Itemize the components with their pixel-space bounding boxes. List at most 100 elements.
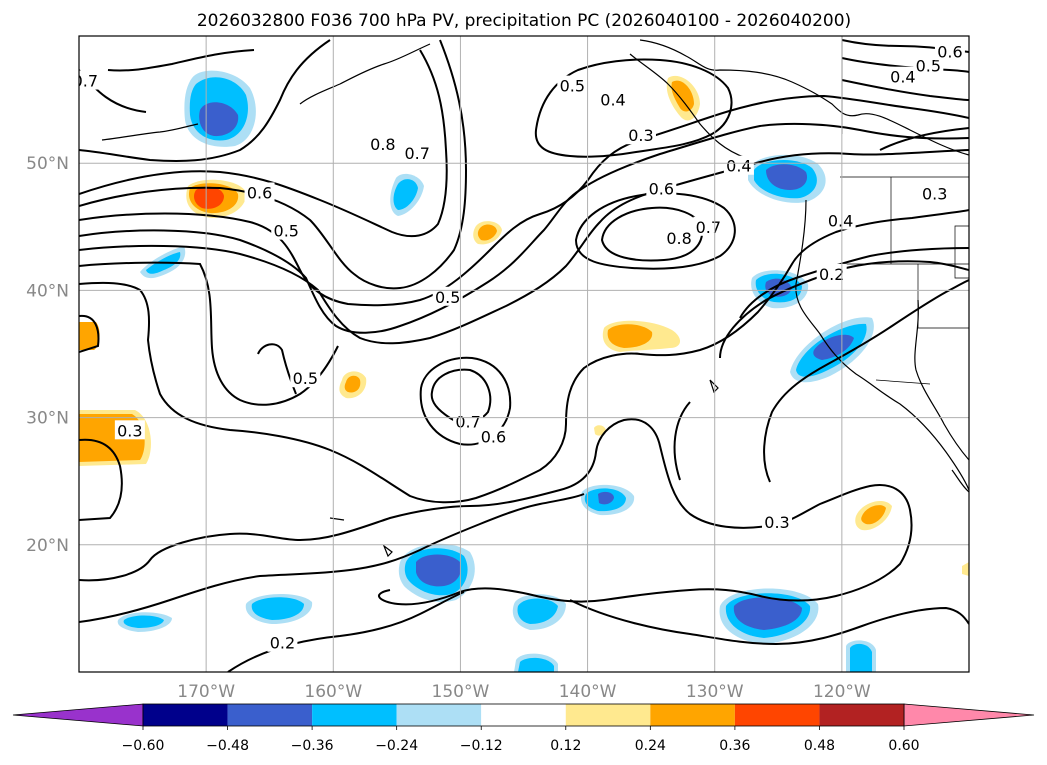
contour-label-background — [79, 70, 101, 90]
precip-anomaly-region — [607, 324, 653, 348]
colorbar-tick-label: 0.24 — [635, 738, 666, 754]
colorbar-tick-label: −0.36 — [291, 738, 334, 754]
contour-label-background — [816, 263, 847, 283]
precip-anomaly-region — [733, 597, 802, 630]
lat-tick-label: 20°N — [26, 536, 69, 556]
contour-label-background — [402, 143, 433, 163]
contour-label: 0.8 — [666, 229, 691, 248]
coastline-segment — [382, 544, 393, 558]
contour-label-background — [267, 632, 298, 652]
coastline-segment — [951, 469, 969, 493]
colorbar-tick-label: 0.36 — [719, 738, 750, 754]
contour-label: 0.5 — [916, 56, 941, 75]
precip-anomaly-region — [123, 615, 164, 628]
contour-label-background — [290, 368, 321, 388]
contour-label-background — [114, 420, 145, 440]
precip-anomaly-region — [671, 80, 694, 112]
contour-label: 0.7 — [73, 72, 98, 91]
precip-anomaly-region — [477, 224, 497, 241]
contour-label-background — [762, 511, 793, 531]
longitude-axis: 170°W 160°W 150°W 140°W 130°W 120°W — [177, 682, 871, 702]
contour-label: 0.8 — [370, 135, 395, 154]
pv-contour-line — [79, 94, 969, 307]
pv-contour-line — [79, 314, 100, 353]
pv-contour-line — [673, 401, 691, 481]
contour-label: 0.7 — [404, 144, 429, 163]
contour-label: 0.6 — [481, 428, 506, 447]
colorbar-segment — [312, 704, 397, 726]
pv-contour-line — [79, 493, 585, 623]
lon-tick-label: 160°W — [304, 682, 362, 702]
contour-label: 0.2 — [819, 265, 844, 284]
precip-anomaly-region — [850, 643, 872, 672]
contour-label-background — [271, 220, 302, 240]
coastline-segment — [101, 123, 199, 141]
lon-tick-label: 120°W — [813, 682, 871, 702]
contour-label: 0.3 — [764, 513, 789, 532]
contour-label: 0.5 — [293, 369, 318, 388]
pv-contour-line — [79, 122, 969, 334]
contour-label: 0.3 — [922, 185, 947, 204]
precip-anomaly-region — [765, 278, 792, 297]
chart-title: 2026032800 F036 700 hPa PV, precipitatio… — [197, 11, 851, 31]
lon-tick-label: 140°W — [559, 682, 617, 702]
colorbar-segment — [650, 704, 735, 726]
colorbar-outline — [142, 703, 905, 727]
colorbar-segment — [143, 704, 228, 726]
contour-label: 0.2 — [270, 634, 295, 653]
contour-label: 0.7 — [696, 218, 721, 237]
pv-contour-line — [79, 149, 969, 345]
pv-contour-line — [107, 49, 255, 72]
precip-anomaly-region — [766, 164, 808, 190]
latitude-axis: 20°N 30°N 40°N 50°N — [26, 154, 69, 556]
pv-contour-line — [79, 39, 468, 290]
contour-label-background — [825, 210, 856, 230]
contour-label: 0.4 — [890, 68, 915, 87]
precip-anomaly-region — [517, 598, 558, 624]
gridlines — [79, 36, 969, 672]
colorbar-tick-label: −0.60 — [122, 738, 165, 754]
contour-label: 0.5 — [435, 288, 460, 307]
contour-label-background — [646, 178, 677, 198]
precip-anomaly-region — [344, 375, 361, 393]
precip-anomaly-region — [194, 186, 224, 209]
colorbar-tick-label: −0.24 — [375, 738, 418, 754]
colorbar-extend-high — [903, 703, 1035, 727]
colorbar-tick-label: −0.48 — [206, 738, 249, 754]
coastline-segment — [795, 199, 969, 491]
pv-contour-line — [79, 209, 969, 504]
lon-tick-label: 130°W — [686, 682, 744, 702]
contour-label: 0.5 — [274, 222, 299, 241]
precip-anomaly-region — [393, 179, 418, 210]
pv-contour-line — [574, 192, 736, 270]
contour-label-background — [693, 216, 724, 236]
lon-tick-label: 150°W — [432, 682, 490, 702]
coastline-segment — [629, 53, 747, 159]
contour-label: 0.6 — [247, 183, 272, 202]
contour-label: 0.4 — [828, 211, 853, 230]
contour-label: 0.4 — [600, 91, 625, 110]
contour-label-background — [723, 155, 754, 175]
colorbar-segment — [565, 704, 651, 726]
pv-contour-line — [841, 79, 969, 101]
contour-label-background — [919, 183, 950, 203]
precip-anomaly-region — [598, 491, 614, 505]
precip-anomaly-region — [861, 505, 886, 525]
pv-contour-line — [879, 127, 969, 151]
contour-label-background — [244, 182, 275, 202]
border-segment — [917, 264, 969, 329]
contour-label-background — [557, 75, 588, 95]
pv-contour-line — [763, 279, 969, 483]
pv-contour-line — [419, 356, 512, 446]
pv-contour-line — [534, 58, 733, 158]
contour-label-background — [478, 426, 509, 446]
colorbar: −0.60 −0.48 −0.36 −0.24 −0.12 0.12 0.24 0.36 0.4… — [12, 703, 1035, 754]
contour-label-background — [432, 286, 463, 306]
contour-label: 0.7 — [455, 412, 480, 431]
precip-anomaly-region — [813, 334, 854, 360]
precip-anomaly-region — [416, 554, 462, 587]
coastline-segment — [639, 39, 969, 156]
colorbar-tick-label: 0.60 — [888, 738, 919, 754]
colorbar-segment — [734, 704, 820, 726]
